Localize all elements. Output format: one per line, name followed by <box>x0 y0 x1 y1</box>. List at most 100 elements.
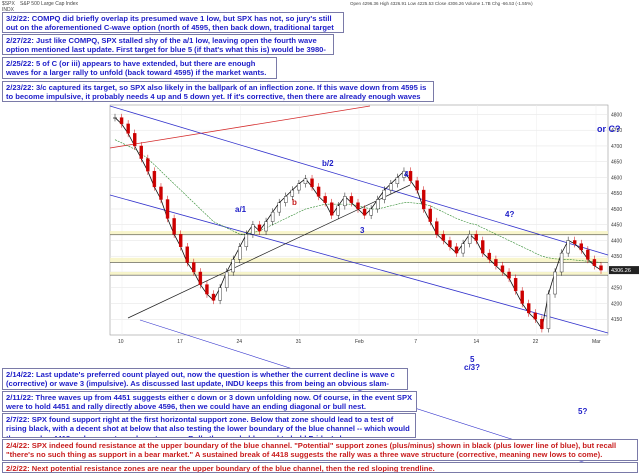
x-tick-label: 14 <box>474 339 480 345</box>
note-2022-02-14: 2/14/22: Last update's preferred count p… <box>2 368 408 390</box>
note-2022-02-25: 2/25/22: 5 of C (or iii) appears to have… <box>2 57 277 79</box>
blue-channel-lower <box>109 194 609 334</box>
y-tick-label: 4800 <box>611 112 622 118</box>
chart-symbol: $SPX <box>2 1 15 7</box>
y-tick-label: 4450 <box>611 223 622 229</box>
candle-body <box>507 271 511 279</box>
candle-body <box>126 123 130 134</box>
candle-body <box>454 246 459 254</box>
x-tick-label: 22 <box>533 339 539 345</box>
candle-body <box>205 284 209 295</box>
red-trendline <box>109 105 371 149</box>
y-tick-label: 4550 <box>611 191 622 197</box>
x-tick-label: 24 <box>237 339 243 345</box>
candle-body <box>159 186 163 200</box>
y-tick-label: 4600 <box>611 175 622 181</box>
candle-body <box>520 290 524 304</box>
chart-grid <box>109 104 609 336</box>
candle-body <box>244 233 249 247</box>
candle-body <box>533 312 538 320</box>
candle-body <box>323 196 327 203</box>
candle-body <box>474 233 478 241</box>
candle-body <box>500 265 505 273</box>
candle-body <box>264 221 268 232</box>
candle-body <box>579 243 583 251</box>
note-2022-02-04: 2/4/22: SPX indeed found resistance at t… <box>2 439 638 461</box>
note-2022-02-02: 2/2/22: Next potential resistance zones … <box>2 462 638 473</box>
wave-label-3: 3 <box>360 226 365 235</box>
y-tick-label: 4250 <box>611 286 622 292</box>
wave-label-5: 5 <box>470 355 475 364</box>
wave-label-4: 4 <box>404 170 409 179</box>
candle-body <box>435 221 439 235</box>
candle-body <box>586 249 590 260</box>
y-axis-ticks: 4150420042504300435044004450450045504600… <box>611 112 622 323</box>
candle-body <box>211 293 216 301</box>
candle-body <box>441 233 446 241</box>
chart-exchange: INDX <box>2 7 14 13</box>
candle-body <box>481 240 485 254</box>
candle-body <box>573 240 577 244</box>
candle-body <box>251 224 255 235</box>
candle-body <box>369 208 373 216</box>
candle-body <box>133 133 137 147</box>
x-tick-label: Mar <box>592 339 601 345</box>
candle-body <box>165 199 170 219</box>
support-zones <box>110 231 608 276</box>
candle-body <box>178 233 183 247</box>
candle-body <box>343 196 347 207</box>
candle-body <box>566 240 570 254</box>
wave-label-b2: b/2 <box>322 159 334 168</box>
candle-body <box>559 252 564 273</box>
candle-body <box>527 303 531 314</box>
candle-body <box>218 287 222 301</box>
candle-body <box>152 170 157 188</box>
x-tick-label: Feb <box>355 339 364 345</box>
candle-body <box>599 265 603 271</box>
candle-body <box>257 224 262 232</box>
candle-body <box>494 259 498 266</box>
support-zone <box>110 271 608 276</box>
candle-body <box>172 218 176 235</box>
candle-body <box>553 271 557 295</box>
x-tick-label: 10 <box>118 339 124 345</box>
candle-body <box>362 208 367 216</box>
blue-channel-upper <box>109 105 609 256</box>
candle-body <box>428 208 432 222</box>
wave-label-or-c: or C? <box>597 124 621 134</box>
candle-body <box>402 170 406 178</box>
note-2022-02-27: 2/27/22: Just like COMPQ, SPX stalled sh… <box>2 34 334 55</box>
candle-body <box>376 199 380 210</box>
candle-body <box>316 186 321 197</box>
candle-body <box>185 246 189 263</box>
x-tick-label: 17 <box>177 339 183 345</box>
note-2022-02-07: 2/7/22: SPX found support right at the f… <box>2 413 416 438</box>
y-tick-label: 4200 <box>611 301 622 307</box>
candle-body <box>198 271 203 285</box>
candle-body <box>415 180 419 191</box>
candle-body <box>408 170 413 181</box>
candle-body <box>513 278 518 292</box>
note-2022-02-23: 2/23/22: 3/c captured its target, so SPX… <box>2 81 434 102</box>
y-tick-label: 4750 <box>611 128 622 134</box>
candle-body <box>284 196 288 203</box>
wave-label-5-question: 5? <box>578 407 588 416</box>
candle-body <box>290 189 295 197</box>
note-2022-03-02: 3/2/22: COMPQ did briefly overlap its pr… <box>2 12 344 33</box>
candle-body <box>297 183 301 191</box>
candle-body <box>146 158 150 172</box>
candle-body <box>592 259 597 266</box>
candle-body <box>310 178 314 188</box>
candle-body <box>303 178 308 184</box>
wave-label-c3: c/3? <box>464 363 481 372</box>
candle-body <box>139 145 143 159</box>
price-tag: 4306.26 <box>609 266 639 275</box>
candle-body <box>467 233 472 244</box>
candle-body <box>270 211 275 222</box>
candle-body <box>277 202 281 213</box>
support-zone <box>110 257 608 263</box>
y-tick-label: 4400 <box>611 238 622 244</box>
candle-body <box>349 196 354 203</box>
x-tick-label: 31 <box>296 339 302 345</box>
